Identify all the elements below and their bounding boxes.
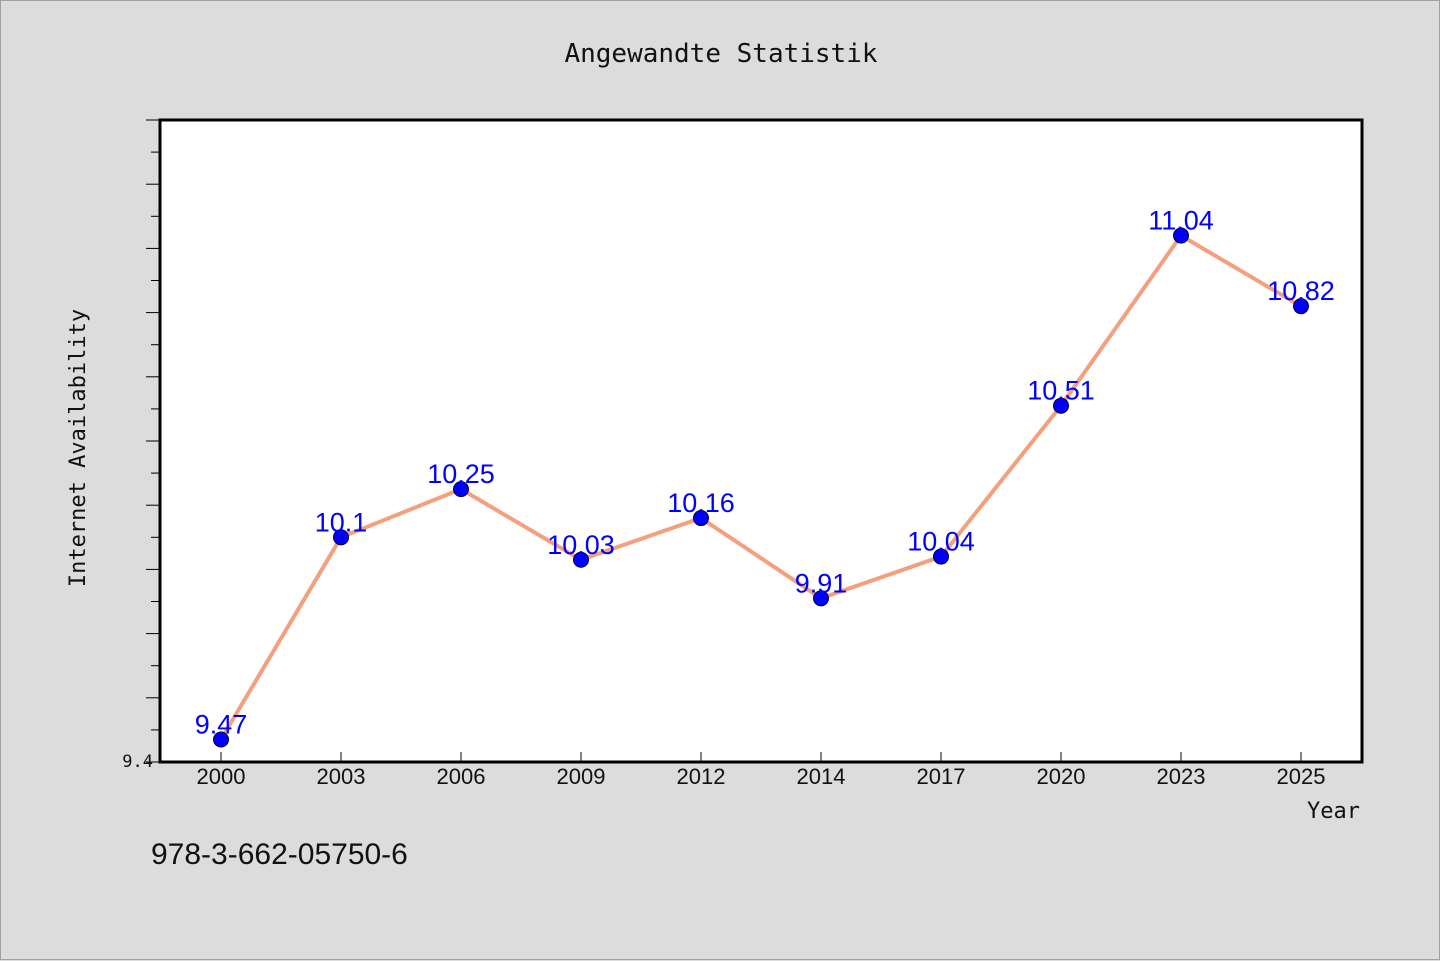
data-label: 9.47 (195, 710, 248, 740)
y-axis-ticks (146, 119, 160, 763)
data-label: 10.03 (547, 530, 615, 560)
data-point (693, 510, 709, 527)
plot-area (158, 118, 1364, 764)
data-label: 10.16 (667, 488, 735, 518)
data-label: 10.1 (315, 507, 368, 537)
data-point (453, 481, 469, 498)
data-label: 10.82 (1267, 276, 1335, 306)
data-point (1293, 298, 1309, 315)
data-label: 10.04 (907, 527, 975, 557)
x-tick-label: 2006 (437, 764, 486, 789)
data-label: 10.25 (427, 459, 495, 489)
data-point (213, 731, 229, 748)
x-tick-label: 2012 (677, 764, 726, 789)
x-tick-label: 2023 (1157, 764, 1206, 789)
series-line (219, 233, 1303, 741)
data-label: 10.51 (1027, 376, 1095, 406)
data-point (813, 590, 829, 607)
x-tick-label: 2000 (197, 764, 246, 789)
x-tick-label: 2003 (317, 764, 366, 789)
chart-title: Angewandte Statistik (564, 39, 877, 69)
x-tick-label: 2017 (917, 764, 966, 789)
data-label: 11.04 (1148, 206, 1214, 236)
data-point (333, 529, 349, 546)
y-tick-label: 9.4 (122, 752, 153, 772)
y-axis-label: Internet Availability (66, 309, 91, 587)
data-label: 9.91 (795, 568, 848, 598)
isbn-text: 978-3-662-05750-6 (151, 838, 408, 871)
x-tick-label: 2009 (557, 764, 606, 789)
x-tick-label: 2014 (797, 764, 846, 789)
x-tick-label: 2020 (1037, 764, 1086, 789)
x-axis-label: Year (1307, 799, 1360, 824)
x-axis-ticks: 2000 2003 2006 2009 2012 2014 2017 2020 2023 2025 (197, 752, 1326, 789)
data-point (1173, 227, 1189, 244)
x-tick-label: 2025 (1277, 764, 1326, 789)
series-group: 9.47 10.1 10.25 10.03 10.16 9.91 10.04 10.51 11.… (195, 206, 1335, 748)
data-point (1053, 397, 1069, 414)
data-point (933, 548, 949, 565)
data-point (573, 551, 589, 568)
